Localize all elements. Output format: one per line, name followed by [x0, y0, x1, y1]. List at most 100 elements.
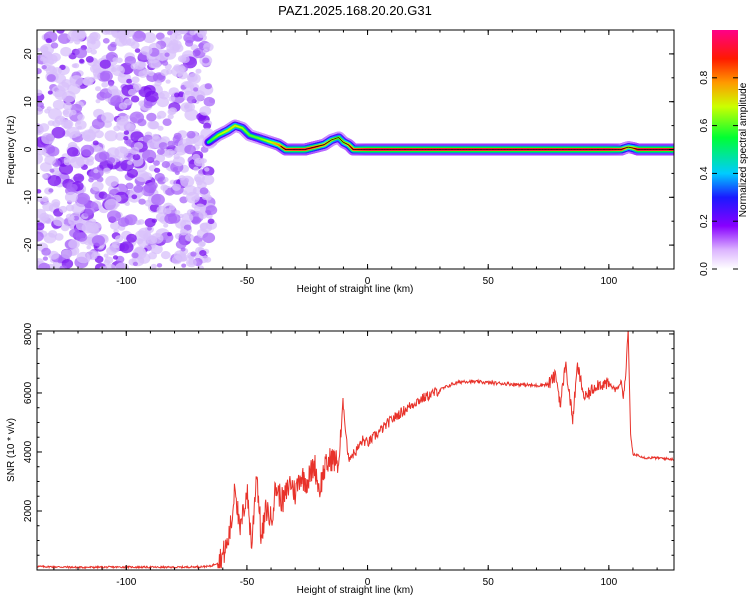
noise-blob — [123, 136, 128, 140]
colorbar-tick-label: 0.4 — [699, 166, 710, 180]
noise-blob — [37, 198, 42, 203]
y-tick-label: 8000 — [23, 322, 34, 345]
noise-blob — [105, 176, 119, 187]
noise-blob — [35, 68, 42, 74]
noise-blob — [162, 161, 170, 168]
noise-blob — [93, 141, 99, 146]
noise-blob — [48, 90, 53, 94]
noise-blob — [103, 38, 110, 44]
noise-blob — [113, 255, 118, 259]
noise-blob — [46, 38, 52, 43]
noise-blob — [96, 99, 101, 103]
signal-track-core — [346, 144, 347, 145]
x-tick-label: -100 — [116, 577, 136, 588]
noise-blob — [176, 240, 187, 249]
noise-blob — [151, 194, 165, 206]
noise-blob — [204, 97, 215, 107]
noise-blob — [86, 159, 94, 166]
noise-blob — [133, 185, 143, 193]
signal-track-core — [345, 143, 346, 144]
noise-blob — [109, 244, 120, 253]
noise-blob — [167, 232, 172, 236]
spectrogram-xlabel: Height of straight line (km) — [297, 284, 414, 295]
noise-blob — [136, 220, 142, 225]
noise-blob — [137, 119, 146, 127]
noise-blob — [76, 120, 81, 124]
noise-blob — [112, 26, 126, 38]
noise-blob — [160, 184, 168, 190]
noise-blob — [174, 93, 180, 98]
noise-blob — [73, 173, 84, 182]
page-title: PAZ1.2025.168.20.20.G31 — [278, 3, 432, 18]
colorbar-gradient — [712, 30, 738, 269]
noise-blob — [77, 252, 91, 263]
noise-blob — [138, 253, 151, 264]
noise-blob — [131, 76, 139, 83]
signal-track-core — [347, 144, 348, 145]
noise-blob — [67, 147, 79, 157]
noise-blob — [86, 245, 91, 249]
colorbar-tick-label: 0.6 — [699, 118, 710, 132]
noise-blob — [192, 154, 200, 161]
noise-blob — [193, 48, 206, 58]
y-tick-label: 20 — [23, 48, 34, 60]
noise-blob — [163, 118, 172, 126]
noise-blob — [51, 42, 58, 48]
noise-blob — [67, 83, 80, 94]
noise-blob — [48, 175, 61, 186]
noise-blob — [48, 188, 53, 192]
noise-blob — [174, 133, 182, 140]
noise-blob — [151, 233, 164, 244]
noise-blob — [180, 176, 194, 188]
noise-blob — [202, 58, 209, 64]
noise-blob — [172, 184, 181, 191]
noise-blob — [133, 262, 138, 266]
noise-blob — [162, 60, 168, 65]
noise-blob — [204, 167, 209, 171]
noise-blob — [138, 199, 145, 205]
noise-blob — [158, 93, 165, 99]
colorbar-label: Normalized spectral amplitude — [738, 82, 749, 217]
noise-blob — [48, 120, 55, 126]
noise-blob — [154, 168, 160, 173]
y-tick-label: 0 — [23, 146, 34, 152]
noise-blob — [147, 227, 152, 231]
noise-blob — [199, 250, 206, 256]
noise-blob — [44, 155, 56, 165]
x-tick-label: 100 — [601, 276, 618, 287]
noise-blob — [185, 234, 194, 242]
y-tick-label: 2000 — [23, 499, 34, 522]
noise-blob — [64, 157, 71, 163]
noise-blob — [197, 29, 203, 34]
noise-blob — [176, 253, 186, 261]
noise-blob — [95, 152, 107, 162]
colorbar-tick-label: 0.0 — [699, 262, 710, 276]
noise-blob — [144, 183, 157, 193]
noise-blob — [61, 224, 69, 231]
noise-blob — [108, 85, 119, 94]
noise-blob — [113, 125, 120, 131]
noise-blob — [159, 142, 168, 149]
noise-blob — [208, 219, 215, 225]
noise-blob — [161, 251, 171, 259]
noise-blob — [205, 205, 217, 215]
noise-blob — [165, 53, 170, 57]
noise-blob — [157, 263, 162, 267]
noise-blob — [151, 264, 157, 269]
noise-blob — [131, 96, 139, 103]
noise-blob — [101, 112, 114, 123]
noise-blob — [77, 114, 85, 120]
noise-blob — [35, 222, 45, 230]
noise-blob — [134, 142, 143, 150]
noise-blob — [144, 101, 153, 108]
noise-blob — [186, 258, 197, 267]
noise-blob — [119, 102, 128, 109]
noise-blob — [172, 28, 179, 34]
noise-blob — [163, 223, 168, 227]
noise-blob — [198, 241, 205, 247]
noise-blob — [79, 59, 84, 63]
noise-blob — [142, 69, 149, 75]
noise-blob — [104, 260, 110, 265]
noise-blob — [157, 115, 162, 119]
noise-blob — [90, 49, 97, 54]
